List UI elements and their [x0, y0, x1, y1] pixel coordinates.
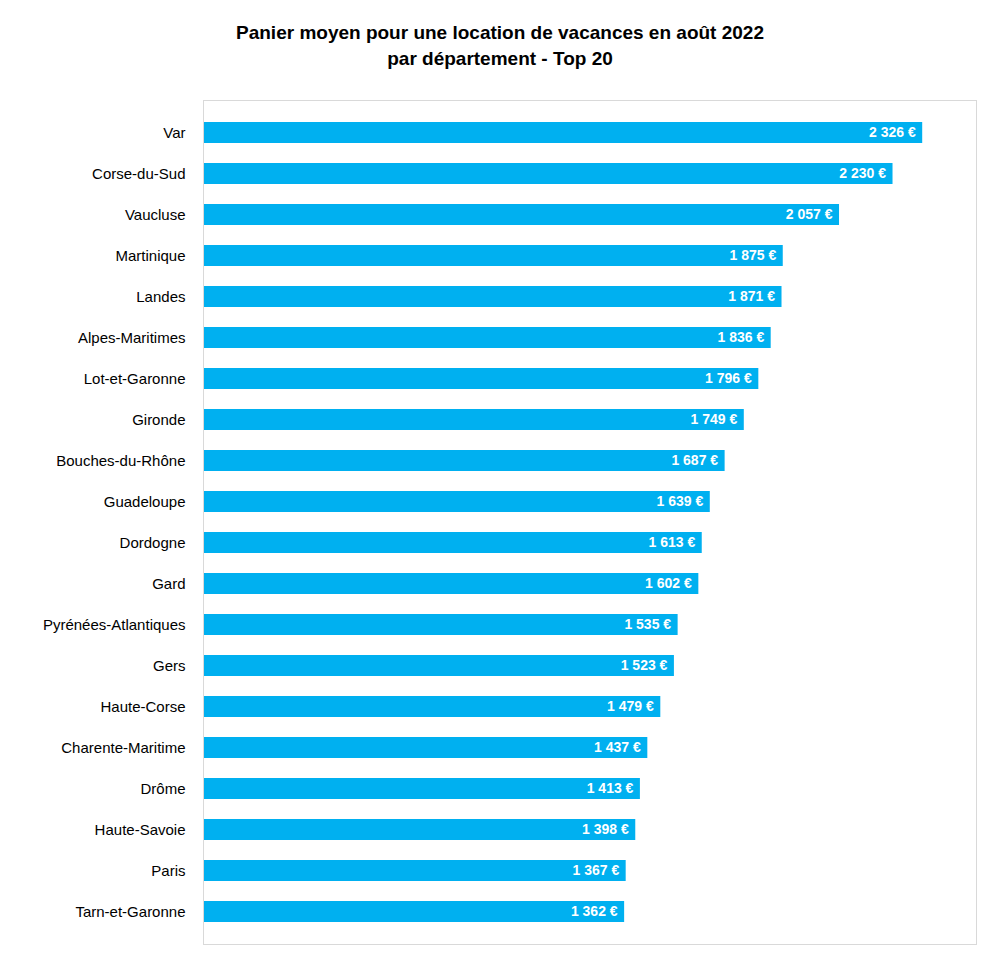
- svg-text:Bouches-du-Rhône: Bouches-du-Rhône: [56, 452, 185, 469]
- svg-text:Alpes-Maritimes: Alpes-Maritimes: [78, 329, 186, 346]
- svg-text:1 437 €: 1 437 €: [594, 739, 641, 755]
- svg-text:Guadeloupe: Guadeloupe: [104, 493, 186, 510]
- svg-text:1 796 €: 1 796 €: [705, 370, 752, 386]
- svg-text:Dordogne: Dordogne: [120, 534, 186, 551]
- svg-text:Charente-Maritime: Charente-Maritime: [61, 739, 185, 756]
- svg-text:Tarn-et-Garonne: Tarn-et-Garonne: [75, 903, 185, 920]
- svg-text:1 749 €: 1 749 €: [691, 411, 738, 427]
- svg-text:Gers: Gers: [153, 657, 186, 674]
- svg-text:Pyrénées-Atlantiques: Pyrénées-Atlantiques: [43, 616, 186, 633]
- svg-text:1 687 €: 1 687 €: [671, 452, 718, 468]
- svg-text:Vaucluse: Vaucluse: [125, 206, 186, 223]
- svg-text:1 602 €: 1 602 €: [645, 575, 692, 591]
- svg-text:1 613 €: 1 613 €: [649, 534, 696, 550]
- svg-text:1 875 €: 1 875 €: [730, 247, 777, 263]
- svg-text:1 362 €: 1 362 €: [571, 903, 618, 919]
- svg-text:Gironde: Gironde: [132, 411, 185, 428]
- svg-text:1 523 €: 1 523 €: [621, 657, 668, 673]
- svg-text:Landes: Landes: [136, 288, 185, 305]
- svg-text:Gard: Gard: [152, 575, 185, 592]
- svg-text:1 367 €: 1 367 €: [572, 862, 619, 878]
- svg-text:1 413 €: 1 413 €: [587, 780, 634, 796]
- svg-text:1 398 €: 1 398 €: [582, 821, 629, 837]
- html-text:Panier moyen pour une location: Panier moyen pour une location de vacanc…: [236, 22, 764, 43]
- svg-text:Haute-Corse: Haute-Corse: [100, 698, 185, 715]
- svg-text:Martinique: Martinique: [115, 247, 185, 264]
- svg-text:Lot-et-Garonne: Lot-et-Garonne: [84, 370, 186, 387]
- html-text:par département - Top 20: par département - Top 20: [387, 48, 613, 69]
- svg-text:Haute-Savoie: Haute-Savoie: [95, 821, 186, 838]
- svg-text:1 871 €: 1 871 €: [728, 288, 775, 304]
- svg-text:Paris: Paris: [151, 862, 185, 879]
- svg-text:Drôme: Drôme: [140, 780, 185, 797]
- svg-text:Corse-du-Sud: Corse-du-Sud: [92, 165, 185, 182]
- svg-text:1 639 €: 1 639 €: [657, 493, 704, 509]
- svg-text:2 057 €: 2 057 €: [786, 206, 833, 222]
- svg-text:2 326 €: 2 326 €: [869, 124, 916, 140]
- svg-text:2 230 €: 2 230 €: [839, 165, 886, 181]
- svg-text:1 479 €: 1 479 €: [607, 698, 654, 714]
- svg-text:1 836 €: 1 836 €: [717, 329, 764, 345]
- svg-text:1 535 €: 1 535 €: [624, 616, 671, 632]
- svg-text:Var: Var: [163, 124, 185, 141]
